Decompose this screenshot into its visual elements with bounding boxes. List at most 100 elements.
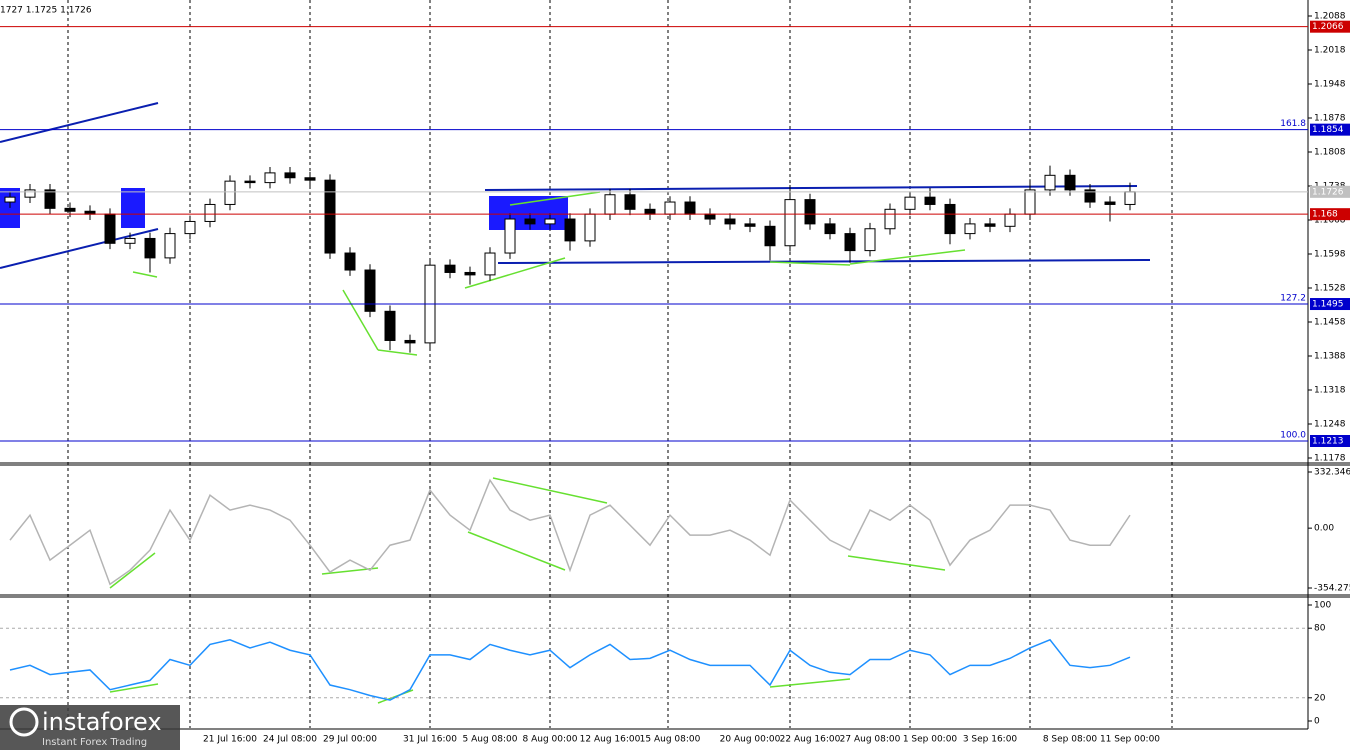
fib-label: 127.2 [1280, 294, 1306, 304]
candle-body [224, 180, 236, 205]
y-tick-label: 1.1948 [1314, 80, 1346, 90]
candle-body [464, 271, 476, 276]
x-tick-label: 1 Sep 00:00 [903, 735, 958, 745]
candle-body [664, 201, 676, 215]
y-tick-label: 1.1808 [1314, 148, 1346, 158]
x-tick-label: 27 Aug 08:00 [840, 735, 901, 745]
y-tick-label: 1.1668 [1314, 216, 1346, 226]
candle-body [64, 207, 76, 212]
candle-body [724, 218, 736, 225]
candle-body [1064, 174, 1076, 191]
candle-body [104, 213, 116, 244]
y-tick-label: 1.1248 [1314, 420, 1346, 430]
divergence-lines [109, 191, 966, 704]
logo-tagline: Instant Forex Trading [42, 737, 147, 748]
x-tick-label: 12 Aug 16:00 [580, 735, 641, 745]
y-tick-label: 1.1878 [1314, 114, 1346, 124]
candle-body [384, 310, 396, 341]
candle-body [924, 196, 936, 205]
y-tick-label: 1.1458 [1314, 318, 1346, 328]
y-tick-label: 1.2088 [1314, 12, 1346, 22]
candle-body [1104, 201, 1116, 205]
candle-body [184, 220, 196, 235]
trend-lines [0, 102, 1151, 269]
level-label: 1.1726 [1312, 187, 1344, 197]
y-tick-label: 1.1388 [1314, 352, 1346, 362]
x-tick-label: 20 Aug 00:00 [720, 735, 781, 745]
candle-body [584, 213, 596, 242]
y-tick-label: 20 [1314, 693, 1326, 703]
candle-body [444, 264, 456, 273]
candle-body [784, 199, 796, 247]
x-tick-label: 29 Jul 00:00 [323, 735, 377, 745]
level-box [1310, 123, 1350, 136]
candle-body [844, 233, 856, 252]
candle-body [1024, 189, 1036, 215]
y-tick-label: 1.1598 [1314, 250, 1346, 260]
candle-body [544, 218, 556, 225]
y-tick-label: 80 [1314, 624, 1326, 634]
plot: 1.1178 1.1248 1.1318 1.1388 1.1458 1.1528 1.15… [0, 12, 1350, 727]
indicator-line [9, 638, 1131, 701]
candle-body [44, 189, 56, 209]
level-label: 1.1854 [1312, 125, 1344, 135]
candle-body [944, 203, 956, 235]
candle-body [4, 196, 16, 203]
level-label: 1.2066 [1312, 22, 1344, 32]
candle-body [244, 180, 256, 184]
y-tick-label: -354.2759 [1314, 584, 1350, 594]
candle-body [264, 172, 276, 184]
candle-body [824, 223, 836, 235]
fib-label: 161.8 [1280, 119, 1306, 129]
period-separators [67, 0, 1173, 728]
x-tick-label: 21 Jul 16:00 [203, 735, 257, 745]
candle-body [1044, 174, 1056, 191]
candle-body [964, 223, 976, 235]
candle-body [704, 213, 716, 220]
candle-body [1004, 213, 1016, 227]
candle-body [364, 269, 376, 312]
level-label: 1.1495 [1312, 300, 1344, 310]
candle-body [304, 177, 316, 181]
candle-body [344, 252, 356, 271]
y-tick-label: 0 [1314, 717, 1320, 727]
logo-name: instaforex [42, 708, 162, 736]
candle-body [284, 172, 296, 179]
candle-body [864, 228, 876, 252]
x-tick-label: 8 Sep 08:00 [1043, 735, 1098, 745]
candle-body [524, 218, 536, 225]
x-tick-label: 5 Aug 08:00 [463, 735, 518, 745]
candle-body [164, 233, 176, 259]
y-tick-label: 1.2018 [1314, 46, 1346, 56]
panel-frames [0, 0, 1350, 730]
level-label: 1.168 [1312, 210, 1338, 220]
candle-body [644, 208, 656, 215]
level-box [1310, 298, 1350, 311]
level-box [1310, 435, 1350, 447]
candle-body [564, 218, 576, 242]
y-tick-label: 100 [1314, 601, 1331, 611]
logo: instaforex Instant Forex Trading [0, 705, 180, 750]
candle-body [984, 223, 996, 227]
y-tick-label: 1.1528 [1314, 284, 1346, 294]
x-tick-label: 24 Jul 08:00 [263, 735, 317, 745]
candle-body [884, 208, 896, 230]
level-box [1310, 20, 1350, 33]
x-tick-label: 31 Jul 16:00 [403, 735, 457, 745]
candle-body [764, 225, 776, 247]
x-tick-label: 22 Aug 16:00 [780, 735, 841, 745]
x-tick-label: 15 Aug 08:00 [640, 735, 701, 745]
candle-body [744, 223, 756, 227]
candle-body [124, 237, 136, 244]
ohlc-header: 1727 1.1725 1.1726 [0, 6, 92, 16]
candle-body [504, 218, 516, 254]
x-tick-label: 3 Sep 16:00 [963, 735, 1018, 745]
x-tick-label: 11 Sep 00:00 [1100, 735, 1160, 745]
x-tick-label: 8 Aug 00:00 [523, 735, 578, 745]
candle-body [404, 339, 416, 344]
indicator-line [9, 478, 1131, 586]
y-tick-label: 1.1178 [1314, 454, 1346, 464]
level-box [1310, 185, 1350, 198]
candle-body [204, 203, 216, 222]
